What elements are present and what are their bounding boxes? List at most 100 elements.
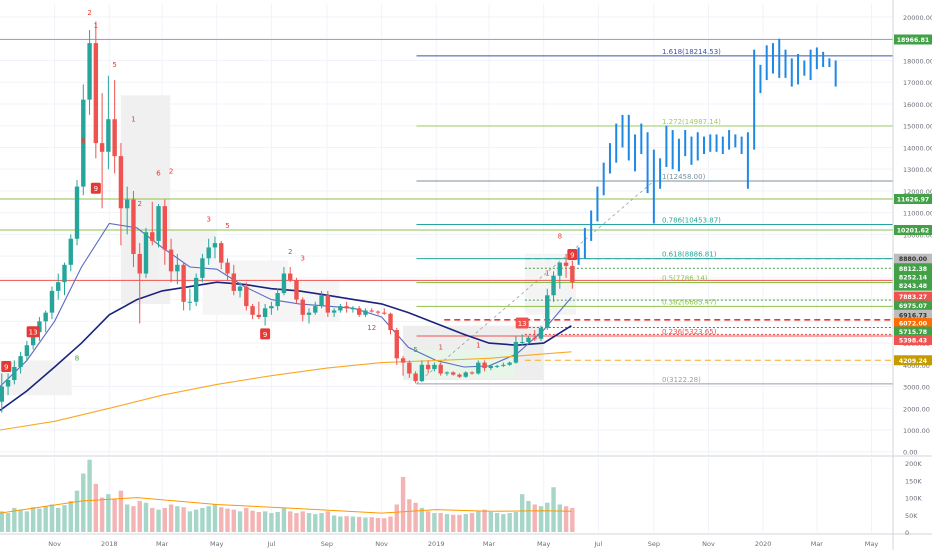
candle-body [5,380,11,387]
time-tick-label: Nov [702,540,715,548]
price-tick-label: 2000.00 [903,405,930,413]
count-marker-label: 9 [263,331,267,339]
time-tick-label: Nov [375,540,388,548]
candle-body [388,313,393,331]
time-tick-label: Jul [266,540,275,548]
candle-body [501,364,506,366]
volume-moving-average [0,497,572,514]
price-label-text: 6975.07 [899,303,927,310]
td-count: 8 [558,233,562,241]
volume-bar [219,507,224,532]
candle-body [313,306,318,313]
price-label-text: 8243.48 [899,283,927,290]
candle-body [269,306,274,309]
volume-bar [563,506,569,532]
candle-body [124,199,130,209]
count-marker-label: 9 [570,252,574,260]
candle-body [444,372,450,374]
volume-bar [313,514,318,532]
candle-body [413,373,418,382]
candle-body [74,186,80,239]
volume-bar [350,516,356,532]
volume-tick-label: 0 [905,529,909,537]
candle-body [570,265,575,283]
volume-bar [87,459,92,532]
candle-body [350,308,356,310]
volume-bar [137,501,142,532]
price-tick-label: 15000.00 [903,123,932,131]
price-tick-label: 13000.00 [903,166,932,174]
volume-bar [356,516,362,532]
candle-body [30,332,36,346]
volume-bar [507,513,512,532]
price-label-text: 6916.73 [899,312,927,319]
price-label-box [894,225,932,236]
price-label-text: 11626.97 [897,197,930,204]
volume-bar [519,494,525,532]
moving-average-line [0,351,572,431]
candle-body [168,249,174,272]
volume-pane [0,455,932,532]
candle-body [532,337,537,339]
volume-bar [388,516,393,532]
volume-bar [0,511,4,532]
td-count: 3 [301,254,305,262]
price-label-text: 5715.78 [899,329,927,336]
candle-body [206,247,211,259]
volume-bar [162,507,168,532]
candle-body [256,314,262,317]
td-count: 8 [75,354,79,362]
td-count: 1 [131,115,135,123]
candle-body [338,306,343,311]
candle-body [156,206,161,241]
fib-level-label: 0(3122.28) [662,376,701,384]
volume-bar [438,513,443,532]
volume-bar [494,513,500,532]
volume-bar [306,513,312,532]
td-count: 1 [94,22,98,30]
candle-body [331,310,337,313]
count-marker [26,326,40,338]
volume-bar [532,504,537,532]
volume-bar [225,508,230,532]
volume-bar [463,514,468,532]
volume-bar [375,517,381,532]
candle-body [407,362,412,374]
candle-body [294,280,299,300]
volume-bar [74,490,80,532]
candle-body [519,341,525,343]
price-label-box [894,355,932,366]
price-label-box [894,309,932,320]
volume-bar [331,515,337,532]
volume-bar [150,507,155,532]
candle-body [143,232,149,274]
volume-bar [413,502,418,532]
td-count: 5 [413,346,417,354]
volume-bar [451,514,456,532]
fib-trend-line [416,180,655,385]
candle-body [344,306,349,309]
price-label-text: 10201.62 [897,228,930,235]
count-marker-label: 13 [518,320,527,328]
time-tick-label: May [865,540,879,548]
candle-body [68,238,73,265]
time-tick-label: Mar [156,540,169,548]
candle-body [375,311,381,313]
candle-body [545,295,550,328]
volume-bar [476,511,481,532]
candle-body [81,99,86,187]
candle-body [488,365,494,369]
price-label-text: 8252.14 [899,274,928,281]
candle-body [150,232,155,241]
candle-body [250,306,255,315]
candle-body [288,273,293,281]
candle-body [425,364,431,370]
time-tick-label: Sep [321,540,333,548]
fib-level-label: 1(12458.00) [662,173,706,181]
price-label-text: 4209.24 [899,358,928,365]
volume-tick-label: 50K [905,512,918,520]
volume-bar [319,513,324,532]
volume-bar [281,507,287,532]
